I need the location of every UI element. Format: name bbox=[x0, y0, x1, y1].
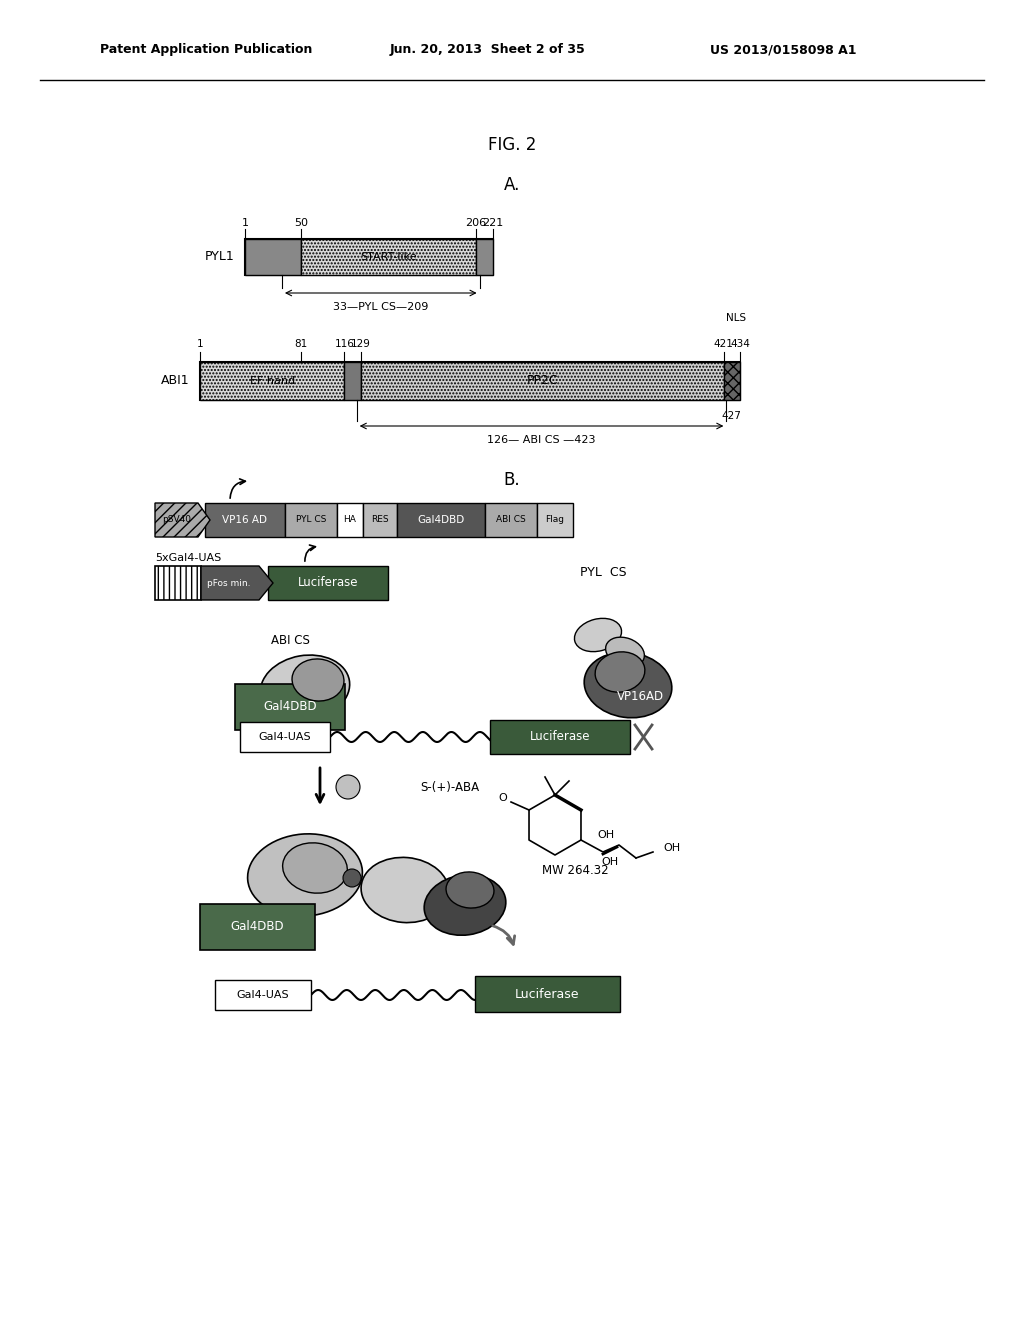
Bar bbox=[537, 503, 573, 537]
Text: OH: OH bbox=[663, 843, 680, 853]
Ellipse shape bbox=[248, 834, 362, 916]
Text: PYL1: PYL1 bbox=[205, 251, 234, 264]
Text: 206: 206 bbox=[466, 218, 486, 228]
Text: Luciferase: Luciferase bbox=[298, 577, 358, 590]
Text: 427: 427 bbox=[721, 411, 741, 421]
Ellipse shape bbox=[446, 873, 494, 908]
Text: VP16 AD: VP16 AD bbox=[222, 515, 267, 525]
Text: OH: OH bbox=[601, 857, 618, 867]
Bar bbox=[268, 566, 388, 601]
Circle shape bbox=[343, 869, 361, 887]
Bar bbox=[362, 503, 397, 537]
Bar bbox=[200, 904, 315, 950]
Text: HA: HA bbox=[344, 516, 356, 524]
Ellipse shape bbox=[260, 655, 349, 721]
Ellipse shape bbox=[595, 652, 645, 692]
Text: B.: B. bbox=[504, 471, 520, 488]
Bar bbox=[344, 362, 360, 400]
Ellipse shape bbox=[361, 858, 449, 923]
Text: Jun. 20, 2013  Sheet 2 of 35: Jun. 20, 2013 Sheet 2 of 35 bbox=[390, 44, 586, 57]
Text: pFos min.: pFos min. bbox=[207, 578, 251, 587]
Text: Gal4DBD: Gal4DBD bbox=[418, 515, 465, 525]
Text: 116: 116 bbox=[335, 339, 354, 348]
Text: pSV40: pSV40 bbox=[163, 516, 191, 524]
Text: O: O bbox=[499, 793, 508, 803]
Bar bbox=[490, 719, 630, 754]
Text: 434: 434 bbox=[730, 339, 750, 348]
Text: Gal4DBD: Gal4DBD bbox=[263, 701, 316, 714]
Text: ABI CS: ABI CS bbox=[496, 516, 526, 524]
Text: Patent Application Publication: Patent Application Publication bbox=[100, 44, 312, 57]
Text: PP2C: PP2C bbox=[526, 375, 558, 388]
Text: 1: 1 bbox=[242, 218, 249, 228]
Text: A.: A. bbox=[504, 176, 520, 194]
Bar bbox=[200, 362, 740, 400]
Ellipse shape bbox=[585, 652, 672, 718]
Text: S-(+)-ABA: S-(+)-ABA bbox=[420, 780, 479, 793]
Bar bbox=[485, 503, 537, 537]
Text: OH: OH bbox=[597, 830, 614, 840]
Text: MW 264.32: MW 264.32 bbox=[542, 863, 608, 876]
Bar bbox=[215, 979, 311, 1010]
Bar bbox=[285, 503, 337, 537]
Text: PYL CS: PYL CS bbox=[296, 516, 327, 524]
Text: 5xGal4-UAS: 5xGal4-UAS bbox=[155, 553, 221, 564]
Text: 221: 221 bbox=[482, 218, 504, 228]
Bar bbox=[476, 239, 493, 275]
Bar bbox=[397, 503, 485, 537]
Text: 1: 1 bbox=[197, 339, 204, 348]
Text: 50: 50 bbox=[294, 218, 308, 228]
Bar bbox=[200, 362, 344, 400]
Text: VP16AD: VP16AD bbox=[616, 690, 664, 704]
Bar bbox=[234, 684, 345, 730]
Text: ABI1: ABI1 bbox=[162, 375, 190, 388]
Text: Luciferase: Luciferase bbox=[529, 730, 590, 743]
Ellipse shape bbox=[292, 659, 344, 701]
Text: Gal4-UAS: Gal4-UAS bbox=[259, 733, 311, 742]
Bar bbox=[205, 503, 285, 537]
Ellipse shape bbox=[424, 875, 506, 936]
Text: 421: 421 bbox=[714, 339, 734, 348]
Bar bbox=[360, 362, 724, 400]
Text: Luciferase: Luciferase bbox=[515, 987, 580, 1001]
Text: 129: 129 bbox=[350, 339, 371, 348]
Bar bbox=[475, 975, 620, 1012]
Ellipse shape bbox=[605, 638, 644, 667]
Text: PYL  CS: PYL CS bbox=[580, 566, 627, 579]
Polygon shape bbox=[201, 566, 273, 601]
Bar bbox=[245, 239, 301, 275]
Text: Flag: Flag bbox=[546, 516, 564, 524]
Text: Gal4-UAS: Gal4-UAS bbox=[237, 990, 290, 1001]
Text: Gal4DBD: Gal4DBD bbox=[230, 920, 284, 933]
Ellipse shape bbox=[574, 618, 622, 652]
Text: 81: 81 bbox=[294, 339, 307, 348]
Circle shape bbox=[336, 775, 360, 799]
Bar bbox=[245, 239, 493, 275]
Text: RES: RES bbox=[371, 516, 389, 524]
Bar bbox=[240, 722, 330, 752]
Text: 126— ABI CS —423: 126— ABI CS —423 bbox=[487, 436, 596, 445]
Text: EF hand: EF hand bbox=[250, 376, 295, 385]
Text: 33—PYL CS—209: 33—PYL CS—209 bbox=[333, 302, 428, 312]
Bar bbox=[724, 362, 740, 400]
Text: FIG. 2: FIG. 2 bbox=[487, 136, 537, 154]
Ellipse shape bbox=[283, 843, 347, 894]
Text: ABI CS: ABI CS bbox=[270, 634, 309, 647]
Text: START-like: START-like bbox=[360, 252, 417, 261]
Bar bbox=[301, 239, 476, 275]
Bar bbox=[337, 503, 362, 537]
Bar bbox=[155, 566, 201, 601]
Text: NLS: NLS bbox=[726, 313, 745, 323]
Text: US 2013/0158098 A1: US 2013/0158098 A1 bbox=[710, 44, 856, 57]
Polygon shape bbox=[155, 503, 210, 537]
